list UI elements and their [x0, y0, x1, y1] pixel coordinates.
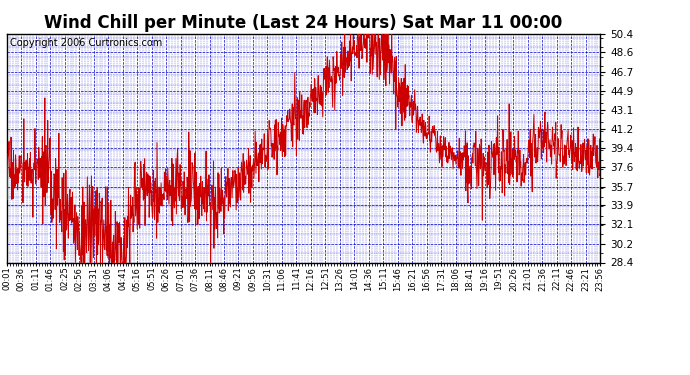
Title: Wind Chill per Minute (Last 24 Hours) Sat Mar 11 00:00: Wind Chill per Minute (Last 24 Hours) Sa… — [44, 14, 563, 32]
Text: Copyright 2006 Curtronics.com: Copyright 2006 Curtronics.com — [10, 38, 162, 48]
